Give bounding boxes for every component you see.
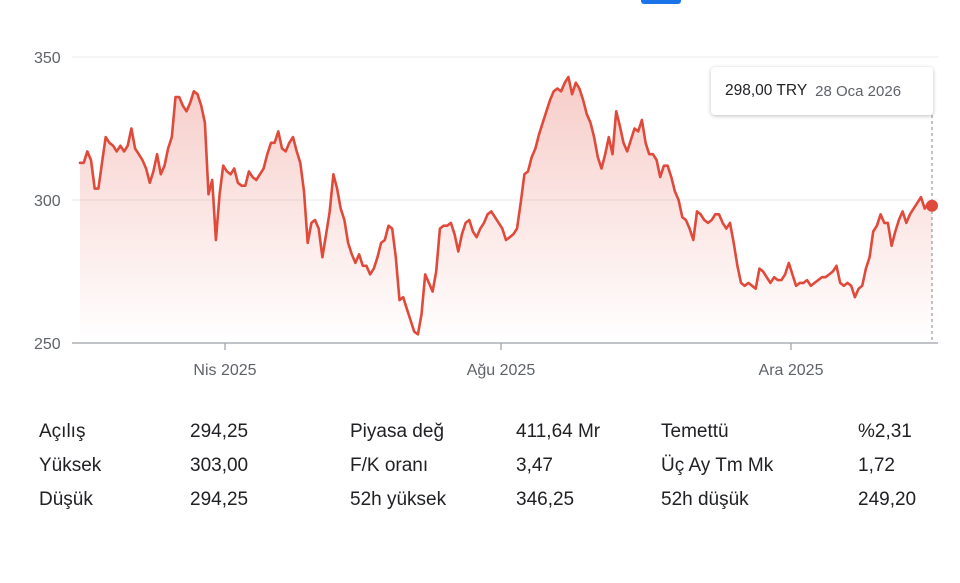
stat-value-three-month-avg: 1,72: [858, 455, 895, 476]
stat-label-low: Düşük: [39, 489, 93, 510]
price-chart[interactable]: 350 300 250 Nis 2025 Ağu 2025 Ara 2025: [0, 0, 960, 400]
stat-value-52w-high: 346,25: [516, 489, 575, 510]
stat-value-open: 294,25: [190, 421, 249, 442]
stat-label-dividend: Temettü: [661, 421, 729, 442]
price-area-fill: [80, 77, 932, 343]
y-tick-label: 300: [34, 193, 61, 210]
stat-label-pe-ratio: F/K oranı: [350, 455, 429, 476]
x-tick-label: Nis 2025: [193, 362, 256, 379]
stat-label-three-month-avg: Üç Ay Tm Mk: [661, 455, 774, 476]
stat-label-high: Yüksek: [39, 455, 102, 476]
stat-label-open: Açılış: [39, 421, 86, 442]
stat-value-market-cap: 411,64 Mr: [516, 421, 601, 442]
x-tick-label: Ara 2025: [759, 362, 824, 379]
price-tooltip: 298,00 TRY 28 Oca 2026: [711, 67, 933, 115]
y-tick-label: 250: [34, 336, 61, 353]
stat-value-high: 303,00: [190, 455, 249, 476]
price-line: [78, 75, 934, 336]
x-tick-label: Ağu 2025: [467, 362, 536, 379]
stat-label-52w-high: 52h yüksek: [350, 489, 447, 510]
tooltip-price: 298,00 TRY: [725, 82, 808, 99]
stat-label-52w-low: 52h düşük: [661, 489, 749, 510]
stat-value-52w-low: 249,20: [858, 489, 917, 510]
y-tick-label: 350: [34, 50, 61, 67]
tooltip-date: 28 Oca 2026: [815, 82, 902, 100]
hover-point: [926, 199, 938, 212]
active-tab-indicator[interactable]: [641, 0, 681, 4]
stats-row: Yüksek 303,00 F/K oranı 3,47 Üç Ay Tm Mk…: [39, 449, 929, 483]
stat-label-market-cap: Piyasa değ: [350, 421, 445, 442]
stats-row: Açılış 294,25 Piyasa değ 411,64 Mr Temet…: [39, 415, 929, 449]
stat-value-dividend: %2,31: [858, 421, 912, 442]
stats-row: Düşük 294,25 52h yüksek 346,25 52h düşük…: [39, 483, 929, 517]
stat-value-low: 294,25: [190, 489, 249, 510]
stat-value-pe-ratio: 3,47: [516, 455, 553, 476]
